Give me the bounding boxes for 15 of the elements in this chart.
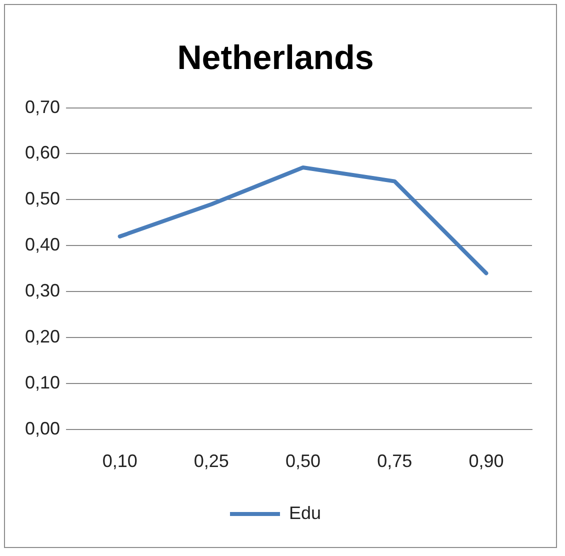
- x-tick-label: 0,90: [468, 451, 504, 472]
- y-tick-label: 0,10: [24, 372, 60, 392]
- y-tick-label: 0,60: [24, 142, 60, 163]
- y-tick-label: 0,40: [24, 234, 60, 255]
- legend-label: Edu: [288, 502, 322, 523]
- x-tick-label: 0,25: [194, 451, 229, 472]
- y-tick-label: 0,70: [24, 96, 60, 117]
- chart-title: Netherlands: [177, 38, 374, 77]
- x-tick-label: 0,50: [285, 451, 321, 472]
- y-tick-label: 0,50: [24, 188, 60, 209]
- y-tick-label: 0,00: [24, 418, 60, 438]
- y-tick-label: 0,30: [24, 280, 60, 301]
- y-tick-label: 0,20: [24, 326, 60, 346]
- x-tick-label: 0,10: [102, 451, 138, 472]
- x-tick-label: 0,75: [377, 451, 412, 472]
